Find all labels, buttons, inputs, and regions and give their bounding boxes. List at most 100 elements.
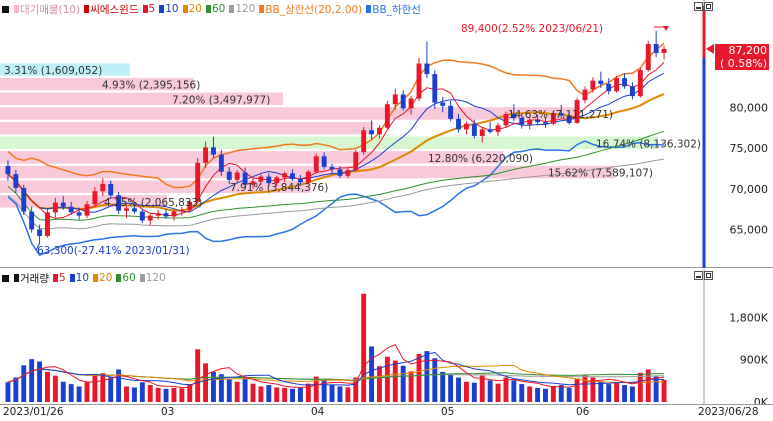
candle-body — [234, 172, 240, 180]
volume-profile-bar — [0, 107, 576, 120]
candle-body — [76, 212, 82, 216]
legend-item[interactable]: 씨에스윈드 — [84, 2, 139, 17]
volume-bar — [21, 365, 27, 402]
volume-bar — [242, 377, 248, 402]
price-chart-panel[interactable]: 80,000 75,000 70,000 65,000 3.31% (1,609,052… — [0, 0, 773, 268]
volume-bar — [345, 387, 351, 402]
volume-bar — [400, 365, 406, 402]
volume-profile-bar — [0, 63, 131, 76]
legend-item[interactable]: 거래량 — [14, 271, 49, 286]
legend-item[interactable]: 대기매물(10) — [14, 2, 80, 17]
date-start-label: 2023/01/26 — [3, 406, 64, 418]
legend-swatch-icon — [229, 5, 235, 13]
legend-item[interactable]: 120 — [229, 3, 255, 15]
volume-panel-minimize-icon[interactable] — [694, 271, 703, 280]
candle-body — [637, 70, 643, 97]
current-price-arrow-icon — [706, 43, 714, 54]
candle-body — [598, 80, 604, 84]
volume-bar — [353, 377, 359, 402]
legend-item[interactable]: 60 — [116, 272, 136, 284]
legend-item[interactable]: 120 — [139, 272, 166, 284]
candle-body — [606, 83, 612, 92]
volume-bar — [653, 376, 659, 402]
legend-item[interactable]: 20 — [182, 3, 202, 15]
legend-swatch-icon — [14, 274, 19, 282]
volume-bar — [661, 379, 667, 402]
candle-body — [384, 104, 390, 128]
legend-item[interactable]: 20 — [93, 272, 112, 284]
candle-body — [416, 63, 422, 99]
candle-body — [266, 176, 272, 184]
legend-item[interactable]: 5 — [142, 3, 155, 15]
panel-maximize-icon[interactable] — [704, 2, 713, 11]
volume-profile-bar — [0, 92, 284, 106]
volume-bar — [479, 375, 485, 402]
volume-bar — [108, 377, 114, 402]
volume-bar — [29, 359, 35, 402]
legend-swatch-icon — [93, 274, 99, 282]
legend-item[interactable]: 5 — [52, 272, 66, 284]
legend-marker-icon — [2, 5, 9, 13]
candle-body — [290, 173, 295, 180]
volume-profile-label: 16.74% (8,136,302) — [596, 138, 701, 150]
price-tick-label: 75,000 — [730, 142, 769, 155]
legend-label: 60 — [211, 3, 226, 15]
current-change-tag: ( 0.58%) — [715, 57, 769, 70]
price-tick-label: 80,000 — [730, 101, 769, 114]
candle-body — [211, 147, 216, 155]
legend-label: 120 — [145, 272, 166, 284]
candle-body — [424, 63, 430, 75]
candle-body — [60, 202, 66, 207]
candle-body — [503, 113, 509, 126]
legend-label: BB_상한선(20,2.00) — [265, 3, 363, 16]
current-price-tag: 87,200 — [715, 44, 769, 57]
legend-item[interactable]: 60 — [205, 3, 226, 15]
legend-label: 120 — [235, 3, 256, 15]
legend-swatch-icon — [205, 5, 211, 13]
price-tick-label: 70,000 — [730, 183, 769, 196]
candle-body — [21, 187, 27, 212]
candle-body — [377, 127, 382, 135]
volume-bar — [377, 366, 382, 402]
candle-body — [282, 173, 288, 178]
vol-ma20-line — [7, 364, 665, 384]
candle-body — [313, 156, 319, 172]
volume-bar — [60, 381, 66, 402]
candle-body — [179, 209, 185, 212]
candle-body — [543, 122, 548, 124]
legend-item[interactable]: BB_하한선 — [366, 2, 421, 17]
volume-bar — [321, 379, 327, 402]
volume-bar — [424, 351, 430, 402]
panel-minimize-icon[interactable] — [694, 2, 703, 11]
candle-body — [392, 94, 398, 105]
volume-bar — [171, 387, 177, 402]
candle-body — [661, 48, 667, 53]
candle-body — [131, 208, 137, 212]
candle-body — [582, 89, 588, 101]
volume-chart[interactable]: 1,800K 900K 0K — [0, 269, 773, 405]
ma120-line — [7, 158, 665, 230]
legend-item[interactable]: 10 — [69, 272, 90, 284]
candle-body — [550, 113, 556, 124]
legend-swatch-icon — [182, 5, 188, 13]
legend-swatch-icon — [259, 5, 265, 13]
legend-item[interactable]: BB_상한선(20,2.00) — [259, 2, 362, 17]
candle-body — [37, 229, 43, 236]
candle-body — [321, 156, 327, 167]
volume-bar — [606, 384, 612, 402]
volume-bar — [195, 349, 201, 402]
candle-body — [155, 213, 161, 216]
volume-profile-label: 12.80% (6,220,090) — [428, 153, 533, 165]
legend-label: 10 — [75, 272, 90, 284]
legend-label: 거래량 — [20, 272, 49, 285]
volume-bar — [297, 387, 303, 402]
volume-panel-maximize-icon[interactable] — [704, 271, 713, 280]
volume-bar — [305, 383, 311, 402]
candle-body — [84, 204, 90, 216]
legend-item[interactable]: 10 — [159, 3, 179, 15]
candle-body — [29, 211, 35, 230]
volume-chart-panel[interactable]: 1,800K 900K 0K 거래량 5 10 20 60 120 — [0, 269, 773, 405]
price-chart[interactable]: 80,000 75,000 70,000 65,000 3.31% (1,609,052… — [0, 0, 773, 268]
candle-body — [574, 100, 580, 123]
candle-body — [519, 118, 525, 125]
